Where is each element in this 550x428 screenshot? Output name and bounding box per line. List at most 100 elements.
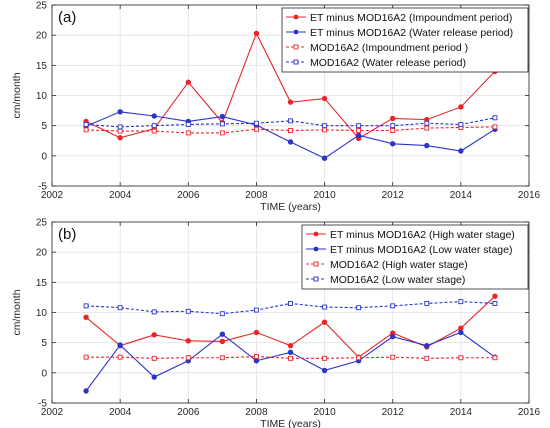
legend: ET minus MOD16A2 (High water stage) ET mi…: [301, 224, 529, 290]
x-axis-label: TIME (years): [260, 418, 321, 428]
data-point: [185, 308, 191, 314]
data-point: [390, 333, 396, 340]
legend-marker: [313, 246, 319, 252]
legend-entry: ET minus MOD16A2 (Impoundment period): [310, 12, 512, 24]
data-point: [458, 104, 464, 110]
data-point: [288, 355, 293, 361]
data-point: [117, 124, 123, 130]
data-point: [83, 303, 89, 309]
data-point: [424, 125, 430, 131]
series-2: [83, 354, 498, 361]
data-point: [390, 123, 396, 129]
data-point: [253, 120, 259, 126]
legend-entry: ET minus MOD16A2 (Low water stage): [330, 244, 512, 256]
legend-marker: [293, 44, 299, 50]
data-point: [322, 355, 328, 361]
data-point: [117, 128, 123, 134]
data-point: [492, 301, 498, 306]
panel-label: (a): [58, 9, 76, 26]
data-point: [458, 122, 464, 127]
data-point: [287, 99, 294, 105]
x-tick-label: 2010: [313, 407, 336, 418]
data-point: [219, 113, 226, 120]
x-tick-label: 2012: [382, 190, 405, 201]
data-point: [287, 139, 294, 145]
data-point: [185, 338, 191, 344]
data-point: [185, 79, 191, 85]
x-tick-label: 2014: [450, 407, 473, 418]
data-point: [492, 355, 498, 361]
data-point: [322, 304, 328, 310]
x-tick-label: 2002: [41, 407, 64, 418]
legend: ET minus MOD16A2 (Impoundment period) ET …: [281, 7, 529, 73]
data-point: [424, 301, 430, 306]
y-tick-label: 5: [41, 338, 47, 349]
legend-box: [301, 224, 529, 290]
data-point: [83, 122, 89, 127]
y-tick-label: 10: [36, 91, 48, 102]
data-point: [424, 355, 430, 361]
y-axis-label: cm/month: [11, 72, 23, 118]
legend-box: [281, 7, 529, 73]
x-tick-label: 2004: [109, 407, 132, 418]
data-point: [253, 126, 259, 132]
data-point: [287, 349, 294, 356]
data-point: [390, 128, 396, 133]
data-point: [253, 358, 260, 364]
data-point: [253, 354, 259, 359]
data-point: [151, 355, 157, 361]
x-tick-label: 2006: [177, 190, 200, 201]
data-point: [83, 314, 89, 321]
x-axis-label: TIME (years): [260, 201, 321, 213]
legend-marker: [293, 59, 299, 65]
data-point: [390, 303, 396, 309]
y-axis-label: cm/month: [11, 289, 23, 335]
data-point: [424, 120, 430, 126]
y-tick-label: 10: [36, 308, 48, 319]
data-point: [117, 342, 123, 348]
data-point: [185, 122, 191, 127]
data-point: [151, 123, 157, 129]
x-tick-label: 2006: [177, 407, 200, 418]
x-tick-label: 2014: [450, 190, 473, 201]
data-point: [355, 132, 362, 139]
data-point: [390, 141, 396, 147]
data-point: [356, 123, 362, 129]
data-point: [219, 331, 226, 337]
data-point: [458, 329, 464, 336]
x-tick-label: 2004: [109, 190, 132, 201]
legend-entry: MOD16A2 (Low water stage): [330, 274, 465, 286]
legend-entry: MOD16A2 (Water release period): [310, 57, 466, 69]
data-point: [83, 127, 89, 133]
data-point: [288, 128, 293, 133]
y-tick-label: 0: [41, 151, 47, 162]
tick-labels: 2002 2004 2006 2008 2010 2012 2014 2016 -5 0 5 10 15…: [36, 1, 541, 202]
data-point: [356, 305, 362, 311]
data-point: [492, 115, 498, 121]
x-tick-label: 2008: [245, 407, 268, 418]
y-tick-label: -5: [38, 182, 47, 193]
data-point: [151, 128, 157, 134]
y-tick-label: 25: [36, 1, 48, 12]
legend-marker: [313, 261, 319, 267]
data-point: [458, 355, 464, 361]
x-tick-label: 2002: [41, 190, 64, 201]
data-point: [288, 301, 293, 306]
data-point: [117, 109, 123, 115]
data-point: [321, 319, 328, 325]
chart-panel-b: 2002 2004 2006 2008 2010 2012 2014 2016 -5 0 5 10 15…: [11, 218, 541, 428]
data-point: [390, 354, 396, 360]
data-point: [219, 121, 225, 127]
legend-entry: MOD16A2 (High water stage): [330, 259, 468, 271]
x-tick-label: 2010: [313, 190, 336, 201]
y-tick-label: 20: [36, 248, 48, 259]
y-tick-label: 0: [41, 368, 47, 379]
tick-labels: 2002 2004 2006 2008 2010 2012 2014 2016 -5 0 5 10 15…: [36, 218, 541, 419]
data-point: [151, 309, 157, 315]
data-point: [356, 355, 362, 361]
x-tick-label: 2016: [518, 407, 541, 418]
data-point: [151, 332, 157, 338]
x-tick-label: 2012: [382, 407, 405, 418]
x-tick-label: 2008: [245, 190, 268, 201]
series-3: [83, 299, 498, 317]
